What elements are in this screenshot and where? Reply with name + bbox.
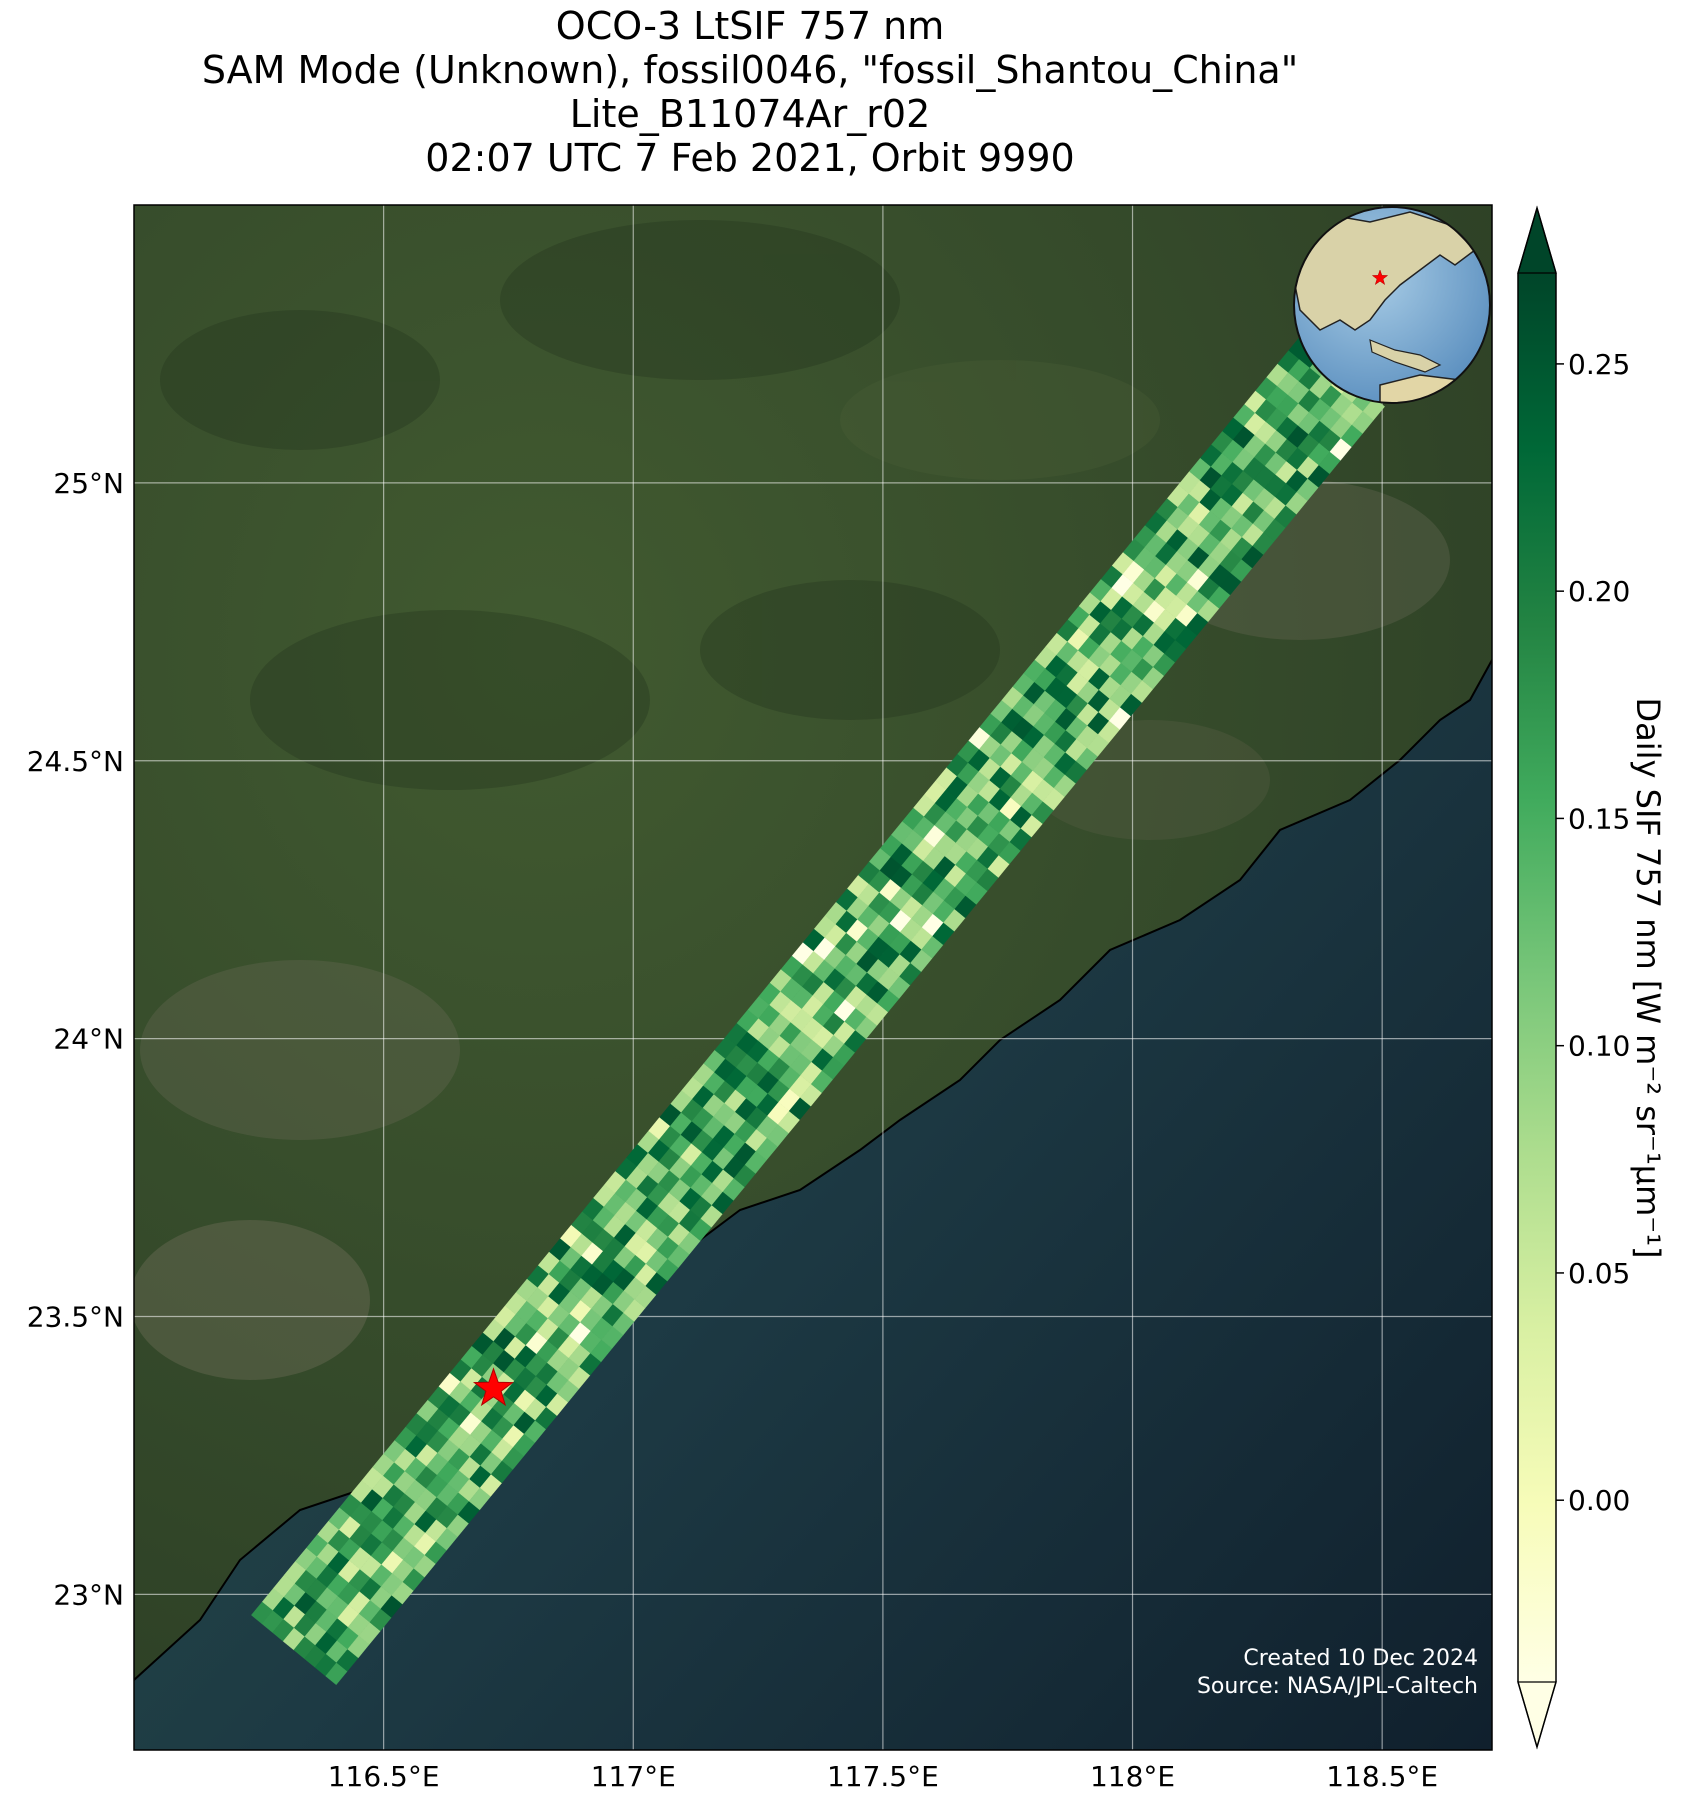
colorbar-tick-label: 0.20 bbox=[1568, 575, 1630, 608]
colorbar-gradient bbox=[1518, 273, 1556, 1682]
colorbar-tick-label: 0.15 bbox=[1568, 802, 1630, 835]
lat-tick-label: 24.5°N bbox=[27, 745, 124, 778]
title-line-4: 02:07 UTC 7 Feb 2021, Orbit 9990 bbox=[425, 136, 1075, 180]
lat-tick-label: 25°N bbox=[53, 467, 124, 500]
inset-globe bbox=[1293, 206, 1491, 404]
axis-tick-labels: 116.5°E 117°E 117.5°E 118°E 118.5°E 23°N 23.5°… bbox=[27, 467, 1438, 1793]
colorbar-label: Daily SIF 757 nm [W m⁻² sr⁻¹µm⁻¹] bbox=[1629, 698, 1667, 1259]
globe-star-icon bbox=[1371, 269, 1389, 286]
globe-land-sea-islands bbox=[1369, 339, 1442, 373]
colorbar-extend-bottom bbox=[1517, 1681, 1557, 1750]
map-frame bbox=[133, 204, 1493, 1751]
title-line-1: OCO-3 LtSIF 757 nm bbox=[555, 4, 945, 48]
lat-tick-label: 23.5°N bbox=[27, 1301, 124, 1334]
lat-tick-label: 23°N bbox=[53, 1578, 124, 1611]
target-marker-group bbox=[472, 1367, 514, 1407]
map-panel: Created 10 Dec 2024 Source: NASA/JPL-Cal… bbox=[134, 205, 1492, 1750]
globe-outline bbox=[1293, 206, 1491, 404]
globe-land-asia bbox=[1294, 211, 1477, 331]
colorbar-extend-top bbox=[1517, 205, 1557, 274]
lon-tick-label: 117.5°E bbox=[827, 1760, 939, 1793]
lon-tick-label: 118.5°E bbox=[1326, 1760, 1438, 1793]
colorbar-tick-label: 0.00 bbox=[1568, 1484, 1630, 1517]
colorbar-tick-label: 0.10 bbox=[1568, 1030, 1630, 1063]
credit-created: Created 10 Dec 2024 bbox=[1243, 1646, 1478, 1671]
title-line-2: SAM Mode (Unknown), fossil0046, "fossil_… bbox=[201, 48, 1299, 92]
credit-source: Source: NASA/JPL-Caltech bbox=[1197, 1674, 1478, 1699]
sif-swath bbox=[251, 336, 1385, 1686]
figure-title: OCO-3 LtSIF 757 nm SAM Mode (Unknown), f… bbox=[0, 4, 1500, 180]
swath-cell bbox=[1362, 397, 1385, 421]
lat-tick-label: 24°N bbox=[53, 1023, 124, 1056]
land-mottle bbox=[134, 220, 1450, 1380]
lon-tick-label: 116.5°E bbox=[328, 1760, 440, 1793]
colorbar: 0.00 0.05 0.10 0.15 0.20 0.25 Daily SIF 757 n… bbox=[1517, 205, 1667, 1750]
title-line-3: Lite_B11074Ar_r02 bbox=[569, 92, 931, 136]
lon-tick-label: 118°E bbox=[1090, 1760, 1175, 1793]
colorbar-outline bbox=[1517, 205, 1557, 1750]
colorbar-ticks: 0.00 0.05 0.10 0.15 0.20 0.25 bbox=[1556, 348, 1630, 1517]
star-icon bbox=[472, 1367, 514, 1407]
lon-tick-label: 117°E bbox=[591, 1760, 676, 1793]
colorbar-tick-label: 0.25 bbox=[1568, 348, 1630, 381]
colorbar-tick-label: 0.05 bbox=[1568, 1257, 1630, 1290]
